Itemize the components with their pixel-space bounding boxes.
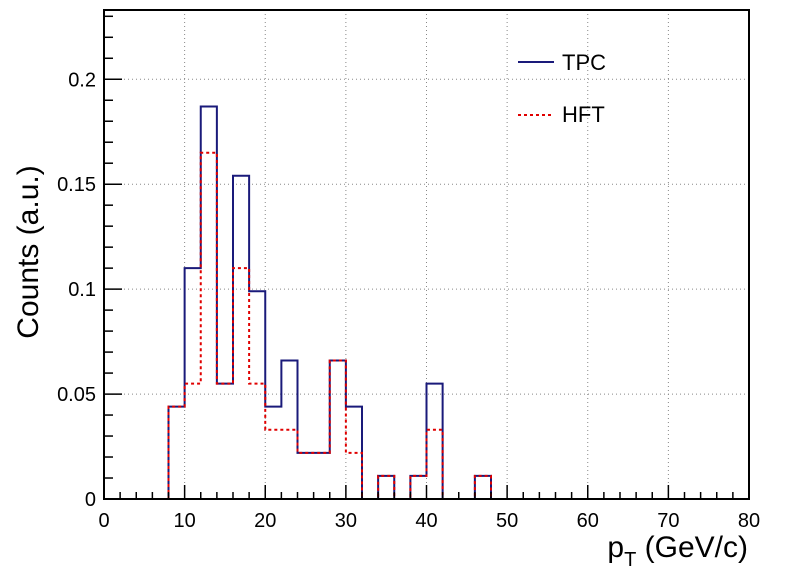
- hft-outline: [167, 151, 492, 500]
- series-hft: [167, 151, 492, 500]
- x-axis-title-sub: T: [624, 549, 636, 571]
- y-axis-title: Counts (a.u.): [12, 165, 45, 338]
- axis-ticks: [103, 15, 750, 500]
- x-tick-labels: 0 10 20 30 40 50 60 70 80: [98, 510, 760, 532]
- x-tick-label: 10: [174, 510, 196, 532]
- x-tick-label: 0: [98, 510, 109, 532]
- x-tick-label: 80: [738, 510, 760, 532]
- x-tick-label: 20: [254, 510, 276, 532]
- grid-lines: [104, 10, 749, 499]
- x-tick-label: 70: [657, 510, 679, 532]
- x-tick-label: 30: [335, 510, 357, 532]
- x-tick-label: 60: [577, 510, 599, 532]
- y-tick-labels: 0 0.05 0.1 0.15 0.2: [57, 69, 96, 511]
- legend-hft-label: HFT: [562, 102, 605, 127]
- x-tick-label: 40: [415, 510, 437, 532]
- y-tick-label: 0: [85, 489, 96, 511]
- y-tick-label: 0.05: [57, 384, 96, 406]
- x-tick-label: 50: [496, 510, 518, 532]
- y-tick-label: 0.2: [68, 69, 96, 91]
- legend: TPC HFT: [518, 50, 606, 127]
- x-axis-title: pT (GeV/c): [607, 531, 748, 571]
- y-tick-label: 0.15: [57, 174, 96, 196]
- x-axis-title-rest: (GeV/c): [636, 531, 748, 564]
- legend-tpc-label: TPC: [562, 50, 606, 75]
- x-axis-title-main: p: [607, 531, 624, 564]
- y-tick-label: 0.1: [68, 279, 96, 301]
